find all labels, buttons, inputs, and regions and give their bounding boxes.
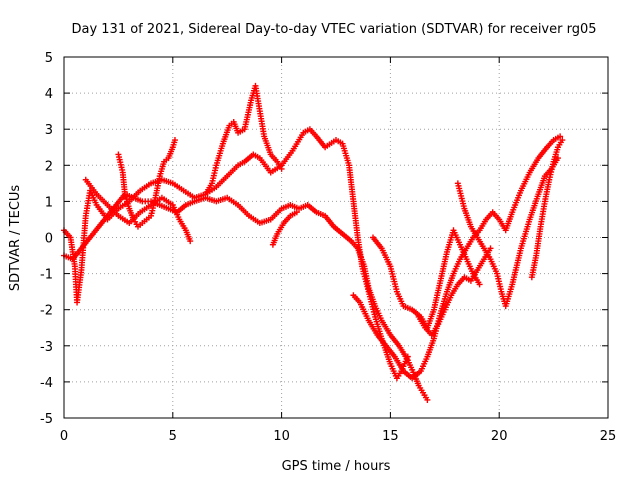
data-point bbox=[171, 137, 178, 144]
y-tick-label: -2 bbox=[40, 304, 53, 319]
y-tick-label: -4 bbox=[40, 376, 53, 391]
y-tick-label: 2 bbox=[45, 159, 53, 174]
data-point bbox=[293, 209, 300, 216]
series-satellite-track-7 bbox=[454, 155, 561, 310]
data-point bbox=[559, 137, 566, 144]
data-point bbox=[476, 281, 483, 288]
x-tick-label: 20 bbox=[491, 429, 508, 444]
data-point bbox=[554, 155, 561, 162]
series-satellite-track-10 bbox=[269, 209, 300, 248]
y-axis-label: SDTVAR / TECUs bbox=[8, 185, 23, 292]
series-satellite-track-1 bbox=[61, 126, 411, 382]
x-tick-label: 0 bbox=[60, 429, 68, 444]
y-tick-label: -1 bbox=[40, 268, 53, 283]
data-point bbox=[278, 165, 285, 172]
x-tick-label: 25 bbox=[600, 429, 617, 444]
series-satellite-track-2 bbox=[61, 191, 431, 403]
y-tick-label: -3 bbox=[40, 340, 53, 355]
data-markers bbox=[61, 82, 566, 403]
y-tick-label: 4 bbox=[45, 87, 53, 102]
y-tick-label: -5 bbox=[40, 412, 53, 427]
series-satellite-track-9 bbox=[82, 176, 194, 245]
series-satellite-track-5 bbox=[350, 133, 564, 382]
x-tick-label: 10 bbox=[273, 429, 290, 444]
data-point bbox=[424, 396, 431, 403]
data-point bbox=[557, 133, 564, 140]
x-axis-label: GPS time / hours bbox=[282, 459, 391, 474]
series-satellite-track-8 bbox=[528, 137, 566, 281]
series-satellite-track-11 bbox=[415, 245, 494, 338]
plot-frame bbox=[63, 56, 609, 419]
grid-lines bbox=[64, 57, 608, 418]
x-tick-label: 15 bbox=[382, 429, 399, 444]
y-tick-label: 1 bbox=[45, 195, 53, 210]
data-point bbox=[187, 238, 194, 245]
x-tick-label: 5 bbox=[169, 429, 177, 444]
y-tick-label: 5 bbox=[45, 51, 53, 66]
y-tick-label: 3 bbox=[45, 123, 53, 138]
series-satellite-track-4 bbox=[202, 82, 285, 198]
chart-title: Day 131 of 2021, Sidereal Day-to-day VTE… bbox=[71, 22, 596, 37]
data-point bbox=[487, 245, 494, 252]
y-tick-label: 0 bbox=[45, 232, 53, 247]
axis-ticks: 0 5 10 15 20 25 -5 -4 -3 -2 -1 0 1 2 3 4 5 bbox=[40, 51, 616, 444]
series-satellite-track-6 bbox=[369, 227, 483, 331]
